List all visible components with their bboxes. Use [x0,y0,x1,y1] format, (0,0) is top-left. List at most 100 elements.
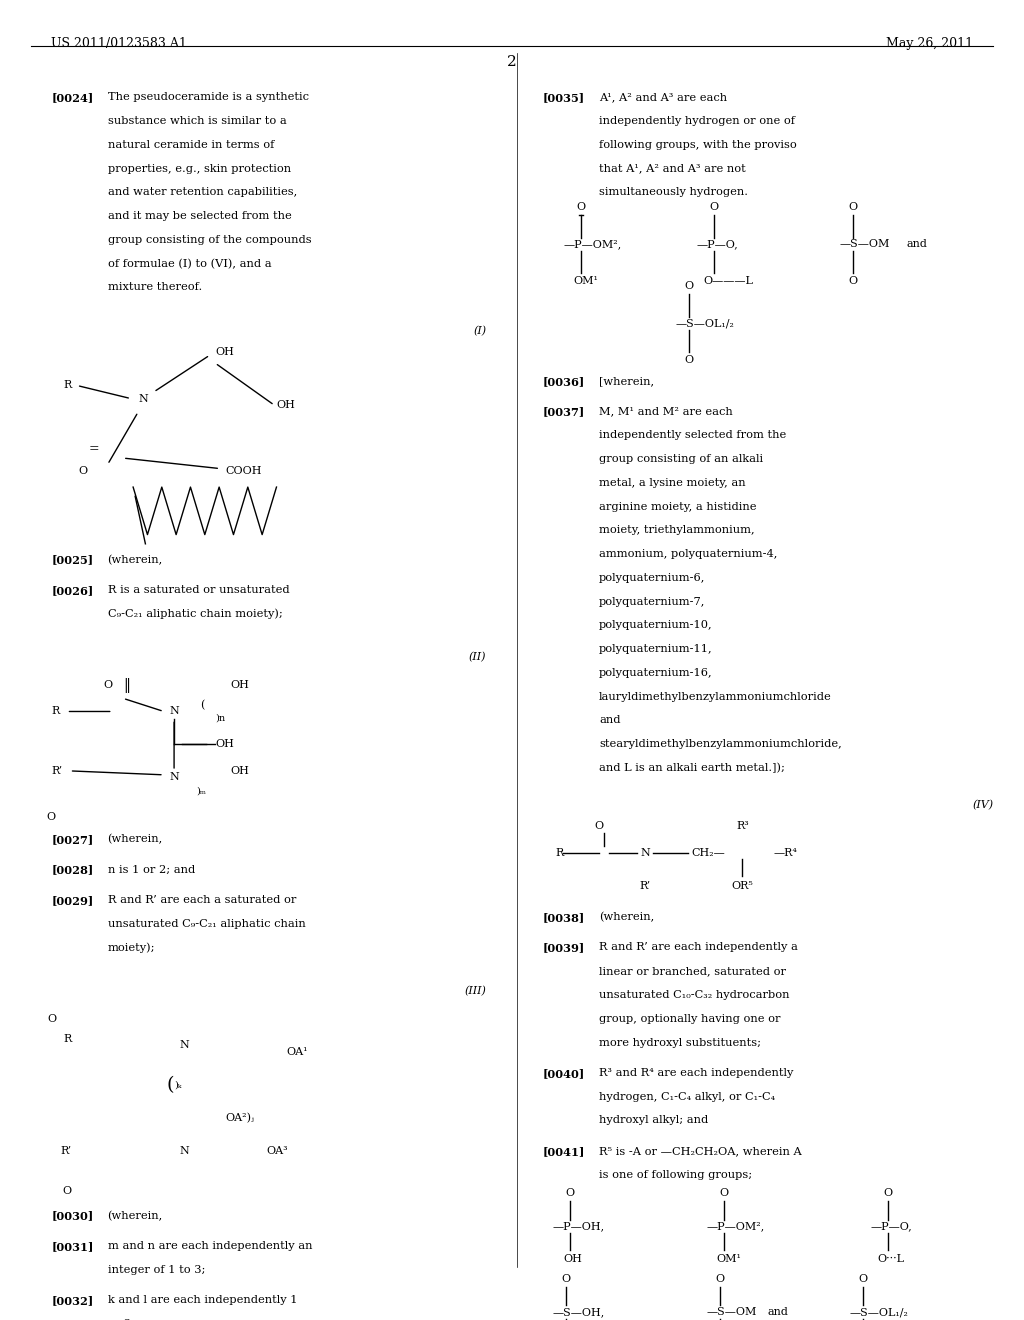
Text: [0037]: [0037] [543,407,585,417]
Text: polyquaternium-11,: polyquaternium-11, [599,644,713,655]
Text: hydroxyl alkyl; and: hydroxyl alkyl; and [599,1115,709,1126]
Text: OA³: OA³ [266,1146,288,1156]
Text: and: and [906,239,927,249]
Text: (IV): (IV) [972,800,993,810]
Text: OH: OH [230,680,249,690]
Text: —S—OM: —S—OM [840,239,890,249]
Text: OH: OH [276,400,295,411]
Text: —S—OH,: —S—OH, [553,1307,605,1317]
Text: OM¹: OM¹ [573,276,598,286]
Text: more hydroxyl substituents;: more hydroxyl substituents; [599,1038,761,1048]
Text: R⁵ is -A or —CH₂CH₂OA, wherein A: R⁵ is -A or —CH₂CH₂OA, wherein A [599,1146,802,1156]
Text: (wherein,: (wherein, [108,1210,163,1221]
Text: (wherein,: (wherein, [108,554,163,565]
Text: May 26, 2011: May 26, 2011 [886,37,973,50]
Text: 2: 2 [507,55,517,70]
Text: [0025]: [0025] [51,554,93,565]
Text: N: N [179,1040,189,1051]
Text: [0024]: [0024] [51,92,93,103]
Text: CH₂—: CH₂— [691,847,725,858]
Text: —S—OL₁/₂: —S—OL₁/₂ [850,1307,908,1317]
Text: O: O [849,202,857,213]
Text: —P—O,: —P—O, [696,239,738,249]
Text: independently hydrogen or one of: independently hydrogen or one of [599,116,795,127]
Text: —P—OM²,: —P—OM², [563,239,622,249]
Text: m and n are each independently an: m and n are each independently an [108,1241,312,1251]
Text: and it may be selected from the: and it may be selected from the [108,211,291,222]
Text: M, M¹ and M² are each: M, M¹ and M² are each [599,407,733,417]
Text: —R⁴: —R⁴ [773,847,797,858]
Text: group consisting of an alkali: group consisting of an alkali [599,454,763,465]
Text: OM¹: OM¹ [717,1254,741,1265]
Text: OH: OH [563,1254,582,1265]
Text: natural ceramide in terms of: natural ceramide in terms of [108,140,273,150]
Text: (III): (III) [465,986,486,997]
Text: ‖: ‖ [123,677,130,693]
Text: —P—O,: —P—O, [870,1221,912,1232]
Text: —P—OM²,: —P—OM², [707,1221,765,1232]
Text: substance which is similar to a: substance which is similar to a [108,116,287,127]
Text: hydrogen, C₁-C₄ alkyl, or C₁-C₄: hydrogen, C₁-C₄ alkyl, or C₁-C₄ [599,1092,775,1102]
Text: N: N [640,847,650,858]
Text: R is a saturated or unsaturated: R is a saturated or unsaturated [108,585,289,595]
Text: R³ and R⁴ are each independently: R³ and R⁴ are each independently [599,1068,794,1078]
Text: [0030]: [0030] [51,1210,93,1221]
Text: O: O [78,466,87,477]
Text: COOH: COOH [225,466,262,477]
Text: O: O [46,812,55,822]
Text: linear or branched, saturated or: linear or branched, saturated or [599,966,786,977]
Text: [0041]: [0041] [543,1146,585,1156]
Text: O: O [685,281,693,292]
Text: O···L: O···L [878,1254,904,1265]
Text: R: R [63,1034,72,1044]
Text: OR⁵: OR⁵ [731,880,754,891]
Text: OA¹: OA¹ [287,1047,308,1057]
Text: O: O [47,1014,56,1024]
Text: of formulae (I) to (VI), and a: of formulae (I) to (VI), and a [108,259,271,269]
Text: [0028]: [0028] [51,865,93,875]
Text: R’: R’ [51,766,62,776]
Text: independently selected from the: independently selected from the [599,430,786,441]
Text: (wherein,: (wherein, [108,834,163,845]
Text: C₉-C₂₁ aliphatic chain moiety);: C₉-C₂₁ aliphatic chain moiety); [108,609,283,619]
Text: )ₘ: )ₘ [197,787,207,795]
Text: group consisting of the compounds: group consisting of the compounds [108,235,311,246]
Text: O———L: O———L [703,276,754,286]
Text: (wherein,: (wherein, [599,912,654,923]
Text: [0031]: [0031] [51,1241,93,1251]
Text: OA²)ⱼ: OA²)ⱼ [225,1113,254,1123]
Text: O: O [562,1274,570,1284]
Text: lauryldimethylbenzylammoniumchloride: lauryldimethylbenzylammoniumchloride [599,692,831,702]
Text: polyquaternium-7,: polyquaternium-7, [599,597,706,607]
Text: R’: R’ [60,1146,72,1156]
Text: polyquaternium-10,: polyquaternium-10, [599,620,713,631]
Text: properties, e.g., skin protection: properties, e.g., skin protection [108,164,291,174]
Text: [0038]: [0038] [543,912,585,923]
Text: [0026]: [0026] [51,585,93,595]
Text: N: N [179,1146,189,1156]
Text: [0027]: [0027] [51,834,93,845]
Text: O: O [849,276,857,286]
Text: moiety, triethylammonium,: moiety, triethylammonium, [599,525,755,536]
Text: [wherein,: [wherein, [599,376,654,387]
Text: R and R’ are each a saturated or: R and R’ are each a saturated or [108,895,296,906]
Text: unsaturated C₁₀-C₃₂ hydrocarbon: unsaturated C₁₀-C₃₂ hydrocarbon [599,990,790,1001]
Text: O: O [566,1188,574,1199]
Text: integer of 1 to 3;: integer of 1 to 3; [108,1265,205,1275]
Text: following groups, with the proviso: following groups, with the proviso [599,140,797,150]
Text: mixture thereof.: mixture thereof. [108,282,202,293]
Text: [0039]: [0039] [543,942,585,953]
Text: simultaneously hydrogen.: simultaneously hydrogen. [599,187,749,198]
Text: n is 1 or 2; and: n is 1 or 2; and [108,865,195,875]
Text: [0035]: [0035] [543,92,585,103]
Text: )n: )n [215,714,225,722]
Text: that A¹, A² and A³ are not: that A¹, A² and A³ are not [599,164,745,174]
Text: R³: R³ [736,821,749,832]
Text: [0040]: [0040] [543,1068,585,1078]
Text: and: and [599,715,621,726]
Text: )ₖ: )ₖ [174,1081,181,1089]
Text: O: O [859,1274,867,1284]
Text: [0029]: [0029] [51,895,93,906]
Text: R: R [51,706,59,717]
Text: O: O [595,821,603,832]
